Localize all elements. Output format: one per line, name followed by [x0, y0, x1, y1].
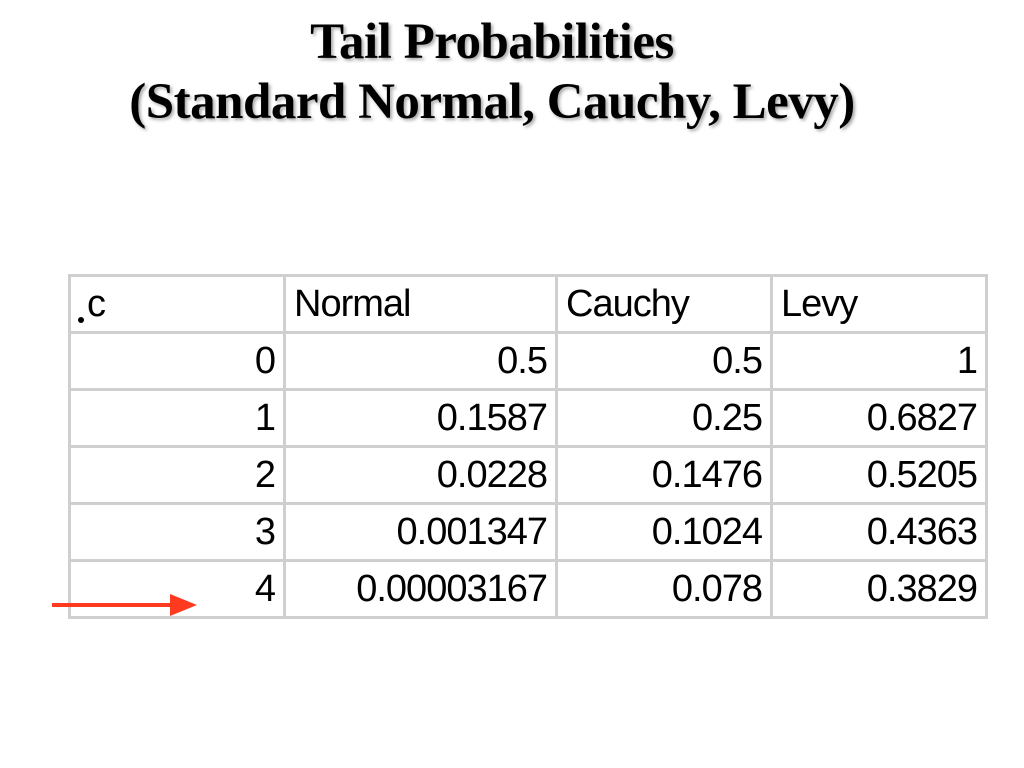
cell-levy: 0.3829 — [770, 559, 988, 619]
cell-normal: 0.5 — [283, 331, 558, 391]
cell-c: 0 — [68, 331, 286, 391]
cell-levy: 0.4363 — [770, 502, 988, 562]
header-cell-cauchy: Cauchy — [555, 274, 773, 334]
title-line-1: Tail Probabilities — [310, 14, 674, 70]
tail-probability-table: c Normal Cauchy Levy 0 0.5 0.5 1 1 0.158… — [68, 274, 988, 619]
cell-levy: 0.5205 — [770, 445, 988, 505]
cell-levy: 0.6827 — [770, 388, 988, 448]
bullet-dot-icon — [78, 317, 84, 323]
table-header-row: c Normal Cauchy Levy — [68, 274, 988, 334]
cell-cauchy: 0.078 — [555, 559, 773, 619]
table-row: 2 0.0228 0.1476 0.5205 — [68, 445, 988, 505]
right-arrow-icon — [52, 594, 197, 616]
cell-cauchy: 0.1024 — [555, 502, 773, 562]
table-row-highlighted: 4 0.00003167 0.078 0.3829 — [68, 559, 988, 619]
cell-normal: 0.001347 — [283, 502, 558, 562]
cell-c: 4 — [68, 559, 286, 619]
cell-cauchy: 0.5 — [555, 331, 773, 391]
data-table: c Normal Cauchy Levy 0 0.5 0.5 1 1 0.158… — [68, 274, 988, 619]
table-row: 0 0.5 0.5 1 — [68, 331, 988, 391]
cell-normal: 0.1587 — [283, 388, 558, 448]
cell-c: 2 — [68, 445, 286, 505]
cell-cauchy: 0.1476 — [555, 445, 773, 505]
cell-levy: 1 — [770, 331, 988, 391]
table-row: 3 0.001347 0.1024 0.4363 — [68, 502, 988, 562]
header-label-c: c — [87, 283, 106, 325]
header-cell-levy: Levy — [770, 274, 988, 334]
table-row: 1 0.1587 0.25 0.6827 — [68, 388, 988, 448]
cell-normal: 0.0228 — [283, 445, 558, 505]
cell-c: 1 — [68, 388, 286, 448]
cell-c: 3 — [68, 502, 286, 562]
slide-title: Tail Probabilities (Standard Normal, Cau… — [0, 12, 984, 132]
cell-cauchy: 0.25 — [555, 388, 773, 448]
header-cell-c: c — [68, 274, 286, 334]
title-line-2: (Standard Normal, Cauchy, Levy) — [129, 74, 855, 130]
header-cell-normal: Normal — [283, 274, 558, 334]
cell-normal: 0.00003167 — [283, 559, 558, 619]
